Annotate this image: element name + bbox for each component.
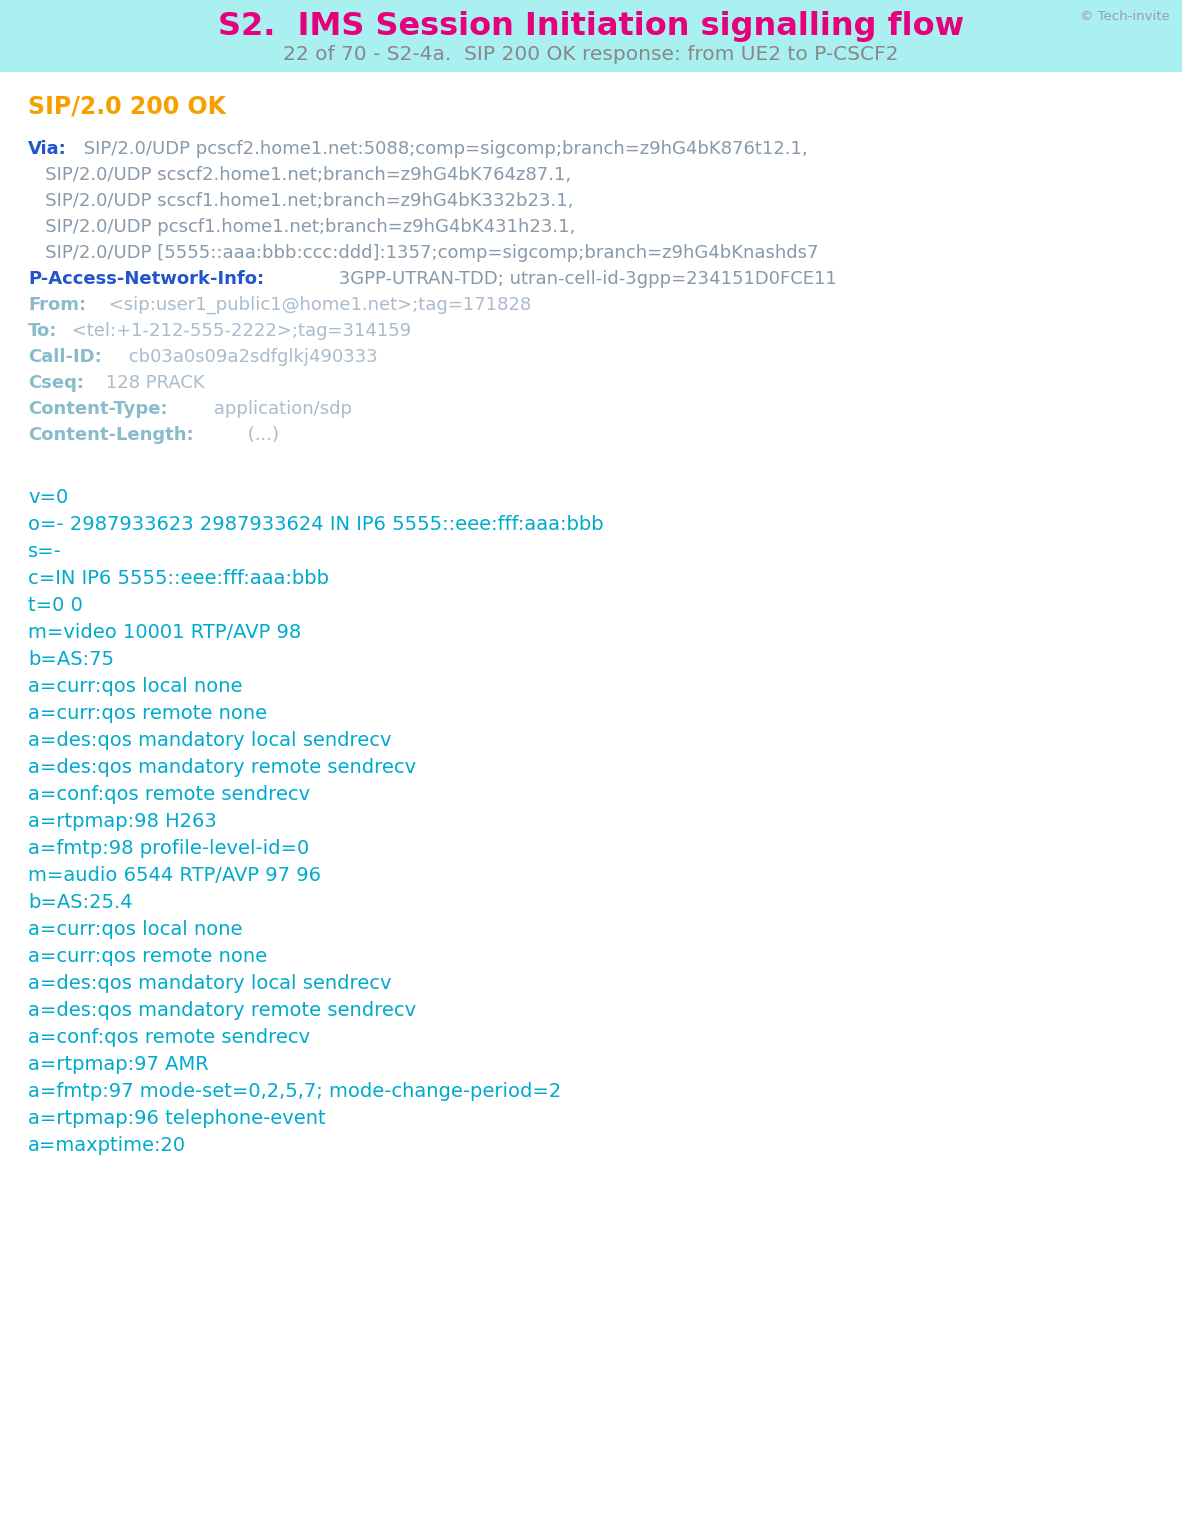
Text: a=des:qos mandatory remote sendrecv: a=des:qos mandatory remote sendrecv: [28, 1001, 416, 1020]
Text: a=des:qos mandatory local sendrecv: a=des:qos mandatory local sendrecv: [28, 974, 391, 992]
Text: a=rtpmap:96 telephone-event: a=rtpmap:96 telephone-event: [28, 1109, 325, 1127]
Text: t=0 0: t=0 0: [28, 596, 83, 614]
Text: s=-: s=-: [28, 542, 61, 561]
Text: cb03a0s09a2sdfglkj490333: cb03a0s09a2sdfglkj490333: [123, 349, 378, 366]
Text: SIP/2.0 200 OK: SIP/2.0 200 OK: [28, 95, 226, 118]
Bar: [0, 0, 1182, 72]
Text: application/sdp: application/sdp: [208, 399, 352, 418]
Text: S2.  IMS Session Initiation signalling flow: S2. IMS Session Initiation signalling fl…: [217, 11, 965, 41]
Text: a=curr:qos local none: a=curr:qos local none: [28, 677, 242, 696]
Text: From:: From:: [28, 296, 86, 313]
Text: 22 of 70 - S2-4a.  SIP 200 OK response: from UE2 to P-CSCF2: 22 of 70 - S2-4a. SIP 200 OK response: f…: [284, 45, 898, 63]
Text: a=conf:qos remote sendrecv: a=conf:qos remote sendrecv: [28, 1028, 310, 1048]
Text: P-Access-Network-Info:: P-Access-Network-Info:: [28, 270, 264, 289]
Text: (...): (...): [241, 425, 279, 444]
Text: a=fmtp:97 mode-set=0,2,5,7; mode-change-period=2: a=fmtp:97 mode-set=0,2,5,7; mode-change-…: [28, 1081, 561, 1101]
Text: a=curr:qos local none: a=curr:qos local none: [28, 920, 242, 938]
Text: o=- 2987933623 2987933624 IN IP6 5555::eee:fff:aaa:bbb: o=- 2987933623 2987933624 IN IP6 5555::e…: [28, 515, 604, 535]
Text: SIP/2.0/UDP pcscf1.home1.net;branch=z9hG4bK431h23.1,: SIP/2.0/UDP pcscf1.home1.net;branch=z9hG…: [28, 218, 576, 237]
Text: Via:: Via:: [28, 140, 66, 158]
Text: a=conf:qos remote sendrecv: a=conf:qos remote sendrecv: [28, 785, 310, 803]
Text: SIP/2.0/UDP scscf2.home1.net;branch=z9hG4bK764z87.1,: SIP/2.0/UDP scscf2.home1.net;branch=z9hG…: [28, 166, 571, 184]
Text: b=AS:75: b=AS:75: [28, 650, 113, 670]
Text: <tel:+1-212-555-2222>;tag=314159: <tel:+1-212-555-2222>;tag=314159: [66, 323, 411, 339]
Text: Call-ID:: Call-ID:: [28, 349, 102, 366]
Text: a=curr:qos remote none: a=curr:qos remote none: [28, 948, 267, 966]
Text: m=video 10001 RTP/AVP 98: m=video 10001 RTP/AVP 98: [28, 624, 301, 642]
Text: a=rtpmap:97 AMR: a=rtpmap:97 AMR: [28, 1055, 209, 1074]
Text: a=rtpmap:98 H263: a=rtpmap:98 H263: [28, 813, 216, 831]
Text: a=curr:qos remote none: a=curr:qos remote none: [28, 703, 267, 723]
Text: m=audio 6544 RTP/AVP 97 96: m=audio 6544 RTP/AVP 97 96: [28, 866, 322, 885]
Text: SIP/2.0/UDP pcscf2.home1.net:5088;comp=sigcomp;branch=z9hG4bK876t12.1,: SIP/2.0/UDP pcscf2.home1.net:5088;comp=s…: [78, 140, 807, 158]
Text: © Tech-invite: © Tech-invite: [1080, 11, 1170, 23]
Text: <sip:user1_public1@home1.net>;tag=171828: <sip:user1_public1@home1.net>;tag=171828: [103, 296, 531, 315]
Text: a=maxptime:20: a=maxptime:20: [28, 1137, 186, 1155]
Text: SIP/2.0/UDP scscf1.home1.net;branch=z9hG4bK332b23.1,: SIP/2.0/UDP scscf1.home1.net;branch=z9hG…: [28, 192, 573, 210]
Text: To:: To:: [28, 323, 58, 339]
Text: a=des:qos mandatory remote sendrecv: a=des:qos mandatory remote sendrecv: [28, 757, 416, 777]
Text: SIP/2.0/UDP [5555::aaa:bbb:ccc:ddd]:1357;comp=sigcomp;branch=z9hG4bKnashds7: SIP/2.0/UDP [5555::aaa:bbb:ccc:ddd]:1357…: [28, 244, 818, 263]
Text: Cseq:: Cseq:: [28, 373, 84, 392]
Text: v=0: v=0: [28, 488, 69, 507]
Text: c=IN IP6 5555::eee:fff:aaa:bbb: c=IN IP6 5555::eee:fff:aaa:bbb: [28, 568, 329, 588]
Text: a=fmtp:98 profile-level-id=0: a=fmtp:98 profile-level-id=0: [28, 839, 310, 859]
Text: b=AS:25.4: b=AS:25.4: [28, 892, 132, 912]
Text: 3GPP-UTRAN-TDD; utran-cell-id-3gpp=234151D0FCE11: 3GPP-UTRAN-TDD; utran-cell-id-3gpp=23415…: [332, 270, 837, 289]
Text: Content-Type:: Content-Type:: [28, 399, 168, 418]
Text: 128 PRACK: 128 PRACK: [100, 373, 204, 392]
Text: Content-Length:: Content-Length:: [28, 425, 194, 444]
Text: a=des:qos mandatory local sendrecv: a=des:qos mandatory local sendrecv: [28, 731, 391, 750]
